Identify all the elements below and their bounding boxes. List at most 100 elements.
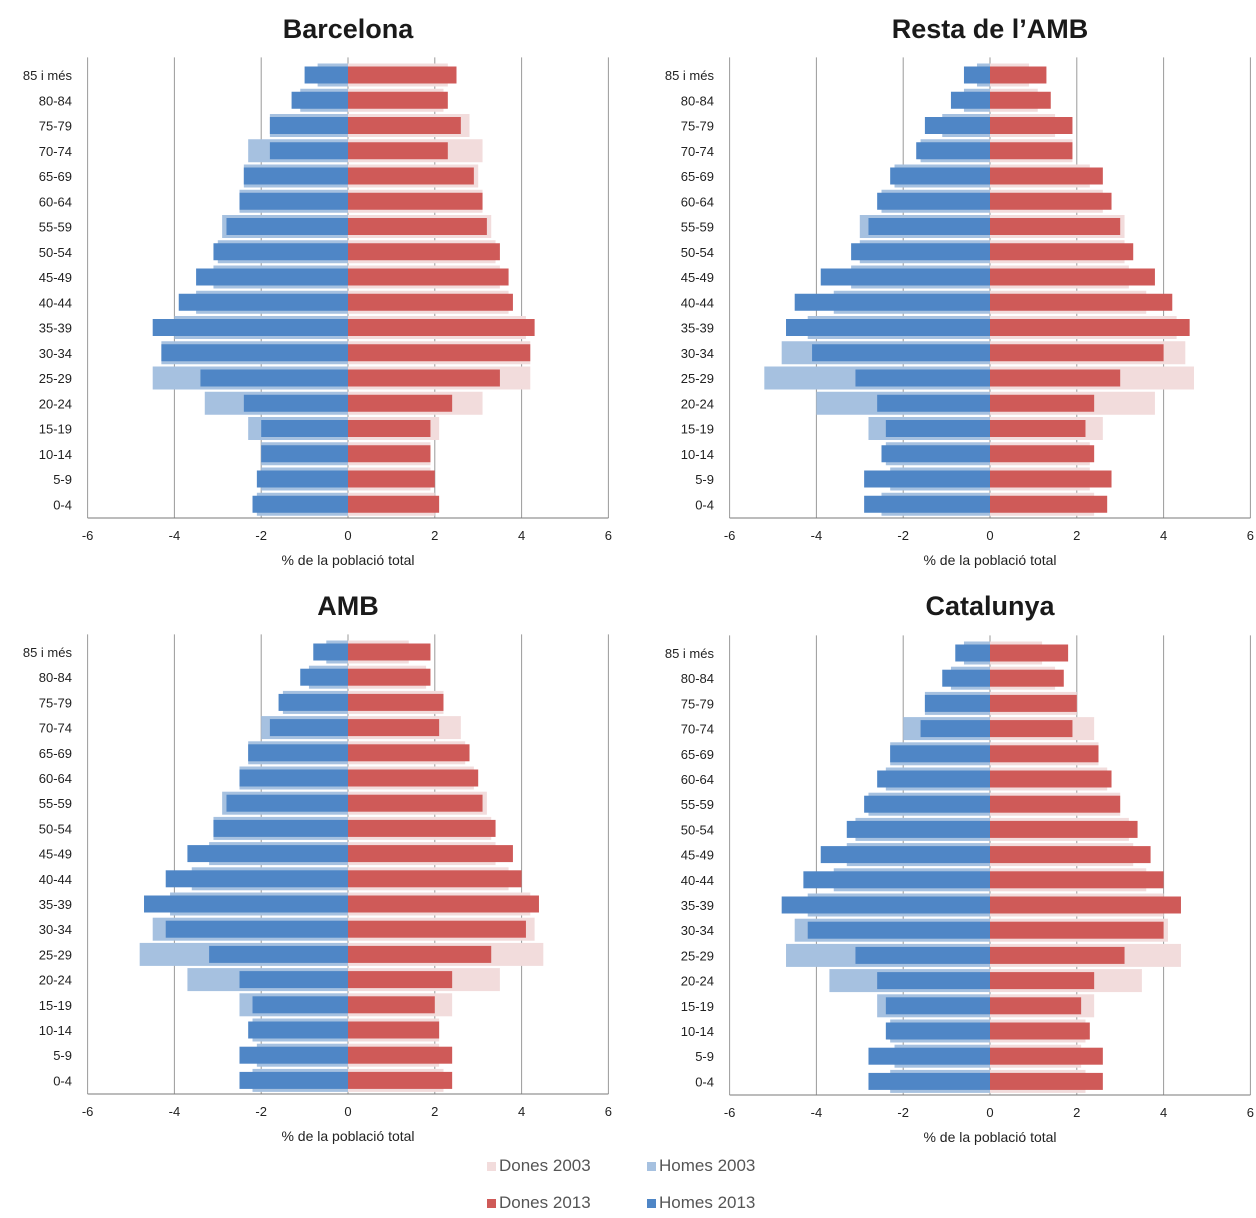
bar-homes-2013 bbox=[885, 997, 990, 1015]
x-tick-label: -6 bbox=[82, 1104, 94, 1119]
x-tick-label: -6 bbox=[82, 528, 94, 543]
category-label: 5-9 bbox=[53, 472, 72, 487]
bar-homes-2013 bbox=[864, 795, 990, 813]
category-label: 80-84 bbox=[39, 670, 72, 685]
x-tick-label: -2 bbox=[897, 1105, 909, 1120]
category-label: 30-34 bbox=[39, 922, 72, 937]
bar-dones-2013 bbox=[990, 669, 1064, 687]
category-label: 35-39 bbox=[39, 897, 72, 912]
pyramid-panel: AMB0-45-910-1415-1920-2425-2930-3435-394… bbox=[23, 591, 612, 1144]
x-axis-label: % de la població total bbox=[281, 1128, 414, 1144]
category-label: 75-79 bbox=[39, 119, 72, 134]
bar-dones-2013 bbox=[348, 1071, 453, 1089]
bar-homes-2013 bbox=[803, 871, 990, 889]
legend-swatch bbox=[487, 1199, 496, 1208]
x-tick-label: 0 bbox=[344, 528, 351, 543]
category-label: 65-69 bbox=[681, 169, 714, 184]
bar-dones-2013 bbox=[348, 1046, 453, 1064]
bar-dones-2013 bbox=[348, 91, 448, 109]
category-label: 50-54 bbox=[39, 821, 72, 836]
bar-dones-2013 bbox=[348, 643, 431, 661]
x-tick-label: -2 bbox=[255, 528, 267, 543]
x-tick-label: 4 bbox=[518, 528, 525, 543]
x-tick-label: 2 bbox=[1073, 528, 1080, 543]
bar-dones-2013 bbox=[348, 895, 539, 913]
bar-dones-2013 bbox=[348, 819, 496, 837]
category-label: 15-19 bbox=[681, 422, 714, 437]
bar-homes-2013 bbox=[877, 770, 990, 788]
bar-dones-2013 bbox=[990, 91, 1051, 109]
bar-homes-2013 bbox=[256, 470, 348, 488]
category-label: 10-14 bbox=[681, 1024, 714, 1039]
category-label: 5-9 bbox=[695, 1049, 714, 1064]
bar-homes-2013 bbox=[916, 142, 990, 160]
category-label: 0-4 bbox=[695, 1074, 714, 1089]
bar-homes-2013 bbox=[226, 218, 348, 235]
bar-homes-2013 bbox=[196, 268, 348, 286]
bar-homes-2013 bbox=[890, 167, 990, 185]
category-label: 15-19 bbox=[681, 999, 714, 1014]
bar-homes-2013 bbox=[313, 643, 348, 661]
bar-dones-2013 bbox=[990, 846, 1151, 864]
panel-title: Barcelona bbox=[283, 14, 415, 44]
bar-homes-2013 bbox=[820, 846, 990, 864]
bar-homes-2013 bbox=[955, 644, 990, 662]
bar-dones-2013 bbox=[990, 946, 1125, 964]
bar-homes-2013 bbox=[261, 420, 348, 437]
bar-dones-2013 bbox=[990, 243, 1134, 261]
bar-homes-2013 bbox=[868, 1072, 990, 1090]
category-label: 55-59 bbox=[681, 797, 714, 812]
bar-dones-2013 bbox=[990, 644, 1069, 662]
bar-homes-2013 bbox=[213, 819, 348, 837]
category-label: 70-74 bbox=[39, 721, 72, 736]
bar-dones-2013 bbox=[348, 769, 479, 787]
bar-homes-2013 bbox=[165, 870, 348, 888]
category-label: 20-24 bbox=[39, 396, 72, 411]
bar-dones-2013 bbox=[990, 795, 1121, 813]
bar-dones-2013 bbox=[990, 871, 1164, 889]
bar-dones-2013 bbox=[990, 293, 1173, 311]
bar-dones-2013 bbox=[990, 268, 1155, 286]
category-label: 45-49 bbox=[681, 848, 714, 863]
legend-label: Dones 2003 bbox=[499, 1156, 591, 1175]
x-tick-label: 0 bbox=[986, 528, 993, 543]
category-label: 60-64 bbox=[681, 194, 714, 209]
category-label: 85 i més bbox=[665, 68, 715, 83]
bar-homes-2013 bbox=[239, 769, 348, 787]
category-label: 10-14 bbox=[39, 1023, 72, 1038]
category-label: 85 i més bbox=[23, 68, 73, 83]
bar-dones-2013 bbox=[990, 720, 1073, 738]
panel-title: Resta de l’AMB bbox=[892, 14, 1089, 44]
category-label: 20-24 bbox=[39, 973, 72, 988]
category-label: 25-29 bbox=[39, 947, 72, 962]
bar-dones-2013 bbox=[990, 997, 1082, 1015]
bar-homes-2013 bbox=[851, 243, 990, 261]
x-tick-label: -2 bbox=[897, 528, 909, 543]
category-label: 20-24 bbox=[681, 974, 714, 989]
bar-dones-2013 bbox=[990, 420, 1086, 437]
bar-dones-2013 bbox=[348, 192, 483, 210]
bar-dones-2013 bbox=[348, 470, 435, 488]
bar-dones-2013 bbox=[348, 495, 440, 513]
bar-homes-2013 bbox=[304, 66, 348, 84]
category-label: 70-74 bbox=[681, 144, 714, 159]
bar-homes-2013 bbox=[812, 344, 990, 362]
bar-homes-2013 bbox=[200, 369, 348, 387]
bar-homes-2013 bbox=[864, 470, 990, 488]
bar-dones-2013 bbox=[348, 319, 535, 336]
bar-homes-2013 bbox=[269, 142, 348, 160]
bar-dones-2013 bbox=[348, 243, 500, 261]
x-tick-label: -4 bbox=[811, 1105, 823, 1120]
bar-dones-2013 bbox=[348, 693, 444, 711]
bar-dones-2013 bbox=[348, 971, 453, 989]
category-label: 30-34 bbox=[681, 923, 714, 938]
category-label: 55-59 bbox=[39, 796, 72, 811]
category-label: 50-54 bbox=[681, 245, 714, 260]
bar-homes-2013 bbox=[252, 996, 348, 1014]
category-label: 70-74 bbox=[681, 722, 714, 737]
bar-homes-2013 bbox=[226, 794, 348, 812]
bar-homes-2013 bbox=[794, 293, 990, 311]
bar-homes-2013 bbox=[152, 319, 348, 336]
bar-dones-2013 bbox=[348, 445, 431, 463]
